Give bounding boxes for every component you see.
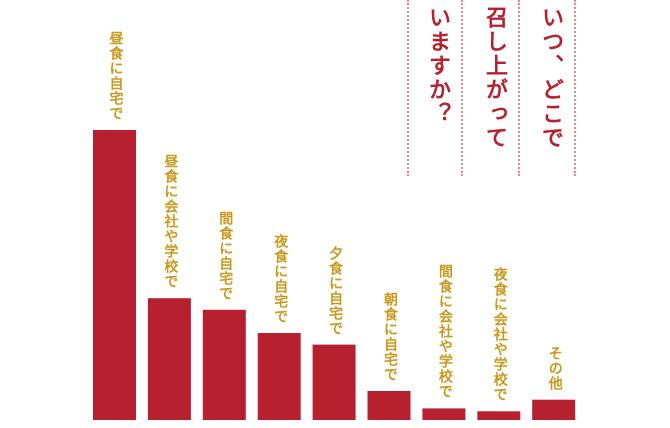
bar: [422, 408, 466, 420]
category-label: 朝食に自宅で: [382, 292, 398, 382]
title-line-2: 召し上がって: [482, 6, 507, 150]
bar: [367, 391, 411, 420]
title-line-3: いますか？: [425, 6, 450, 126]
title-divider: [407, 0, 409, 176]
bar: [147, 298, 191, 420]
bar: [312, 344, 356, 420]
category-label: 夕食に自宅で: [327, 245, 344, 336]
category-label: 夜食に会社や学校で: [491, 267, 508, 403]
category-label: 夜食に自宅で: [272, 234, 289, 324]
category-label: 昼食に会社や学校で: [162, 154, 179, 290]
category-label: 間食に会社や学校で: [436, 264, 453, 400]
bar: [257, 333, 301, 420]
title-divider: [461, 0, 463, 176]
bar: [477, 411, 521, 420]
title-line-1: いつ、どこで: [538, 6, 563, 150]
category-label: 間食に自宅で: [217, 210, 234, 301]
category-label: 昼食に自宅で: [107, 31, 124, 121]
title-divider: [574, 0, 576, 176]
category-label: その他: [546, 345, 563, 391]
bar: [202, 309, 246, 420]
bar: [93, 130, 136, 420]
bar: [532, 399, 576, 420]
title-divider: [518, 0, 520, 176]
